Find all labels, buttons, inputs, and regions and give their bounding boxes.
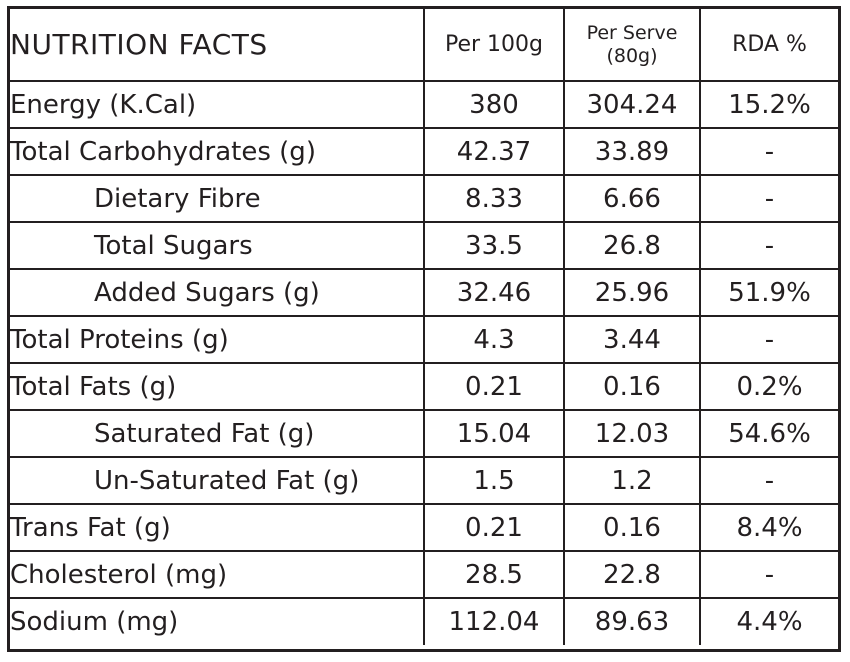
nutrient-name: Total Fats (g) <box>10 362 425 411</box>
nutrient-name: Cholesterol (mg) <box>10 550 425 599</box>
nutrient-name: Trans Fat (g) <box>10 503 425 552</box>
value-rda-percent: - <box>699 315 838 364</box>
per-serve-label: Per Serve <box>586 21 678 44</box>
value-per-100g: 380 <box>423 80 565 129</box>
value-per-serve: 0.16 <box>563 503 701 552</box>
value-per-serve: 33.89 <box>563 127 701 176</box>
nutrient-name: Un-Saturated Fat (g) <box>10 456 425 505</box>
nutrient-name: Total Sugars <box>10 221 425 270</box>
nutrient-name: Dietary Fibre <box>10 174 425 223</box>
value-rda-percent: - <box>699 456 838 505</box>
value-per-100g: 4.3 <box>423 315 565 364</box>
value-rda-percent: - <box>699 221 838 270</box>
table-row: Un-Saturated Fat (g) 1.5 1.2- <box>10 456 838 505</box>
table-row: Saturated Fat (g) 15.04 12.03 54.6% <box>10 409 838 458</box>
column-header-per-100g: Per 100g <box>423 9 565 82</box>
table-row: Cholesterol (mg) 28.5 22.8- <box>10 550 838 599</box>
table-row: Total Sugars 33.5 26.8- <box>10 221 838 270</box>
value-per-100g: 8.33 <box>423 174 565 223</box>
value-per-serve: 89.63 <box>563 597 701 645</box>
nutrient-name: Added Sugars (g) <box>10 268 425 317</box>
nutrition-facts-table: NUTRITION FACTS Per 100g Per Serve (80g)… <box>10 9 838 645</box>
table-title: NUTRITION FACTS <box>10 9 425 82</box>
table-row: Total Carbohydrates (g) 42.37 33.89- <box>10 127 838 176</box>
value-per-100g: 33.5 <box>423 221 565 270</box>
value-per-100g: 28.5 <box>423 550 565 599</box>
column-header-per-serve: Per Serve (80g) <box>563 9 701 82</box>
value-rda-percent: 15.2% <box>699 80 838 129</box>
value-per-serve: 12.03 <box>563 409 701 458</box>
nutrient-name: Total Proteins (g) <box>10 315 425 364</box>
value-per-100g: 112.04 <box>423 597 565 645</box>
value-per-serve: 26.8 <box>563 221 701 270</box>
table-row: Total Proteins (g) 4.3 3.44- <box>10 315 838 364</box>
value-rda-percent: 51.9% <box>699 268 838 317</box>
table-row: Sodium (mg) 112.04 89.63 4.4% <box>10 597 838 645</box>
table-row: Trans Fat (g) 0.21 0.16 8.4% <box>10 503 838 552</box>
value-rda-percent: 0.2% <box>699 362 838 411</box>
value-per-serve: 0.16 <box>563 362 701 411</box>
nutrient-name: Total Carbohydrates (g) <box>10 127 425 176</box>
value-rda-percent: 54.6% <box>699 409 838 458</box>
per-serve-weight: (80g) <box>606 44 658 67</box>
value-per-100g: 0.21 <box>423 503 565 552</box>
value-per-100g: 0.21 <box>423 362 565 411</box>
nutrient-name: Sodium (mg) <box>10 597 425 645</box>
value-rda-percent: - <box>699 174 838 223</box>
value-per-serve: 3.44 <box>563 315 701 364</box>
value-per-serve: 25.96 <box>563 268 701 317</box>
value-per-serve: 6.66 <box>563 174 701 223</box>
column-header-rda: RDA % <box>699 9 838 82</box>
value-per-100g: 1.5 <box>423 456 565 505</box>
nutrition-table-frame <box>7 6 841 652</box>
table-row: Energy (K.Cal) 380 304.24 15.2% <box>10 80 838 129</box>
nutrient-name: Saturated Fat (g) <box>10 409 425 458</box>
value-per-100g: 42.37 <box>423 127 565 176</box>
table-row: Added Sugars (g) 32.46 25.96 51.9% <box>10 268 838 317</box>
value-rda-percent: - <box>699 127 838 176</box>
table-row: Dietary Fibre 8.33 6.66- <box>10 174 838 223</box>
value-per-serve: 304.24 <box>563 80 701 129</box>
value-per-100g: 15.04 <box>423 409 565 458</box>
table-row: Total Fats (g) 0.21 0.16 0.2% <box>10 362 838 411</box>
nutrient-name: Energy (K.Cal) <box>10 80 425 129</box>
value-per-serve: 1.2 <box>563 456 701 505</box>
table-header-row: NUTRITION FACTS Per 100g Per Serve (80g)… <box>10 9 838 82</box>
value-rda-percent: 8.4% <box>699 503 838 552</box>
value-per-100g: 32.46 <box>423 268 565 317</box>
value-rda-percent: - <box>699 550 838 599</box>
value-per-serve: 22.8 <box>563 550 701 599</box>
value-rda-percent: 4.4% <box>699 597 838 645</box>
